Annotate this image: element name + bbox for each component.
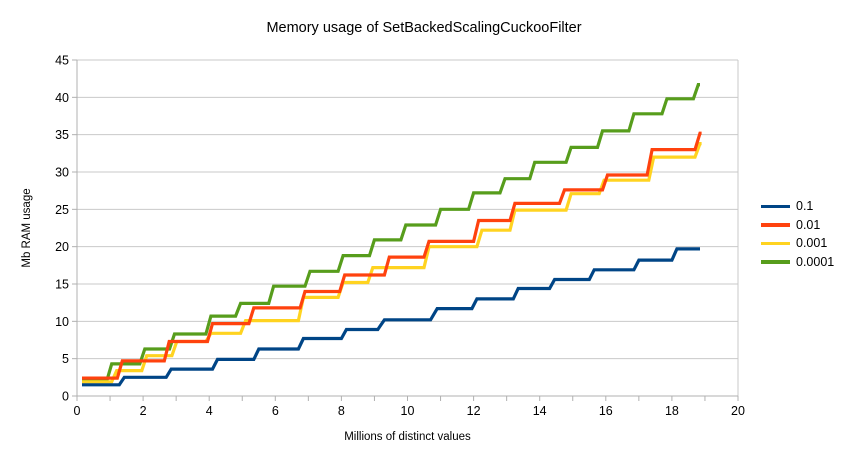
y-tick-label: 35	[55, 128, 69, 142]
x-tick-label: 14	[533, 404, 547, 418]
legend-label: 0.001	[796, 236, 828, 251]
x-tick-label: 6	[272, 404, 279, 418]
y-tick-label: 5	[62, 352, 69, 366]
x-tick-label: 2	[140, 404, 147, 418]
chart-title: Memory usage of SetBackedScalingCuckooFi…	[266, 20, 582, 36]
y-tick-label: 10	[55, 315, 69, 329]
x-tick-label: 12	[467, 404, 481, 418]
legend-line-swatch	[761, 241, 790, 245]
x-axis-title: Millions of distinct values	[344, 431, 471, 443]
y-tick-label: 25	[55, 203, 69, 217]
legend-item: 0.01	[761, 216, 834, 235]
series-line-0.1	[82, 247, 700, 387]
legend-line-swatch	[761, 204, 790, 208]
legend-line-swatch	[761, 223, 790, 227]
x-tick-label: 20	[731, 404, 745, 418]
series-line-0.0001	[82, 82, 700, 383]
x-tick-label: 8	[338, 404, 345, 418]
y-tick-label: 45	[55, 54, 69, 68]
x-tick-label: 10	[401, 404, 415, 418]
legend-label: 0.1	[796, 199, 814, 214]
x-tick-label: 16	[599, 404, 613, 418]
y-tick-label: 40	[55, 91, 69, 105]
y-tick-label: 30	[55, 166, 69, 180]
y-tick-label: 0	[62, 390, 69, 404]
legend-label: 0.01	[796, 217, 821, 232]
legend-item: 0.001	[761, 234, 834, 253]
legend-item: 0.0001	[761, 253, 834, 272]
legend: 0.1 0.01 0.001 0.0001	[761, 197, 834, 271]
legend-line-swatch	[761, 260, 790, 264]
legend-label: 0.0001	[796, 254, 835, 269]
x-tick-label: 0	[74, 404, 81, 418]
series-line-0.01	[82, 131, 702, 380]
y-tick-label: 15	[55, 278, 69, 292]
x-tick-label: 4	[206, 404, 213, 418]
legend-item: 0.1	[761, 197, 834, 216]
x-tick-label: 18	[665, 404, 679, 418]
y-tick-label: 20	[55, 240, 69, 254]
y-axis-title: Mb RAM usage	[21, 188, 33, 268]
series-line-0.001	[82, 142, 702, 384]
